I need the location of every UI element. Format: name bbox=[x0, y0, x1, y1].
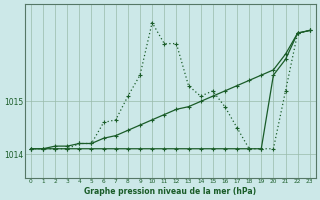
X-axis label: Graphe pression niveau de la mer (hPa): Graphe pression niveau de la mer (hPa) bbox=[84, 187, 256, 196]
